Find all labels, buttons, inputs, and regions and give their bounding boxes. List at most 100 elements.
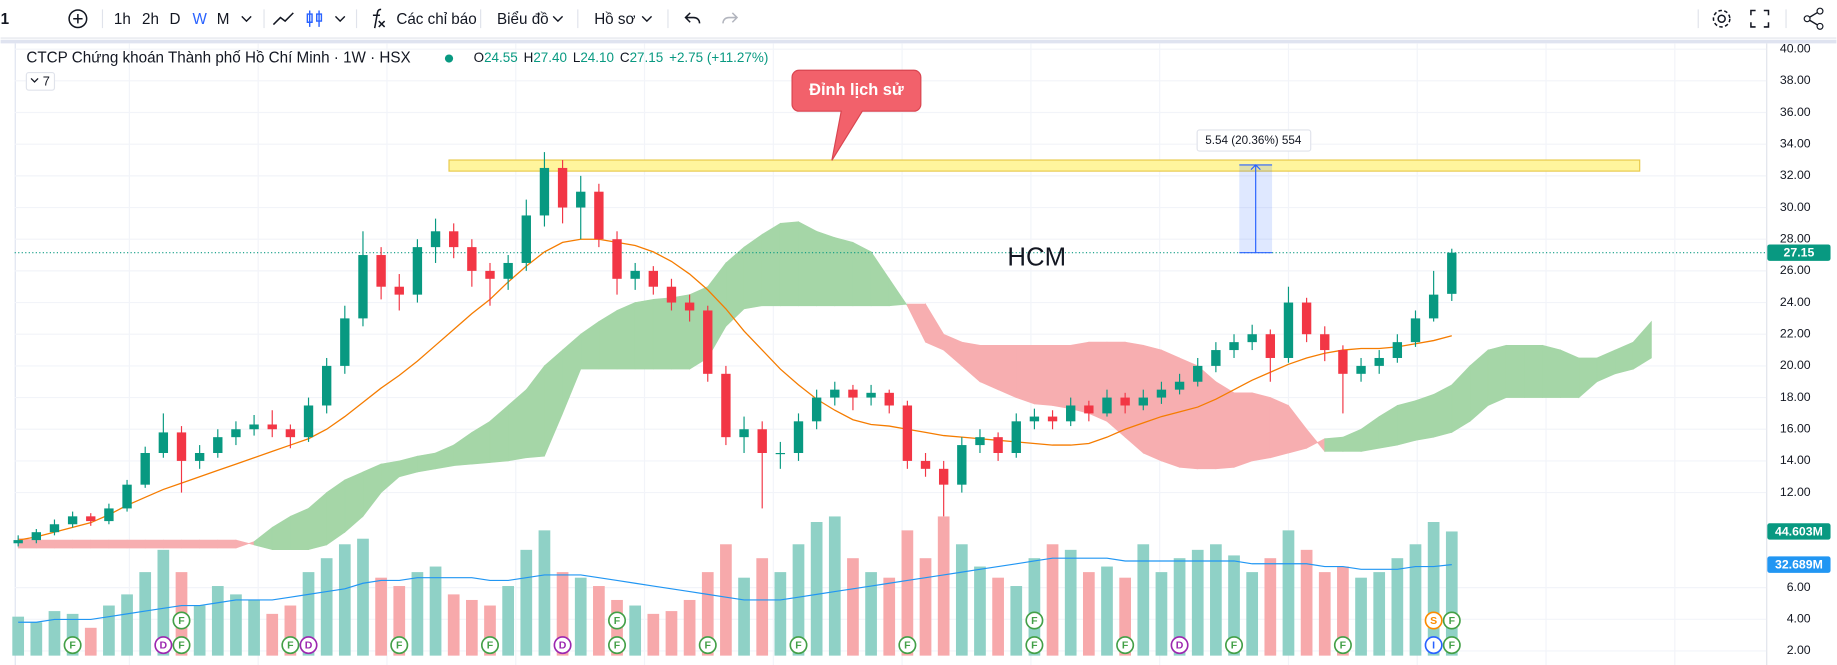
- candle-body: [1283, 302, 1294, 358]
- candle-body: [1102, 397, 1112, 414]
- cloud-segment: [562, 333, 582, 414]
- event-marker[interactable]: [553, 636, 572, 655]
- candle-body: [249, 424, 259, 430]
- event-marker[interactable]: [698, 636, 717, 655]
- volume-bar: [720, 544, 732, 656]
- ohlc-value: 27.15: [630, 50, 664, 65]
- volume-bar: [937, 516, 950, 656]
- event-label: D: [305, 639, 313, 651]
- volume-bar: [738, 577, 750, 656]
- cloud-segment: [816, 230, 836, 307]
- volume-bar: [30, 622, 43, 656]
- event-marker[interactable]: [63, 636, 82, 655]
- volume-bar: [1246, 572, 1259, 656]
- cloud-segment: [326, 479, 346, 546]
- event-marker[interactable]: [1333, 636, 1352, 655]
- event-label: F: [1231, 639, 1238, 651]
- cloud-segment: [1632, 320, 1652, 370]
- candle-body: [285, 429, 296, 438]
- event-label: D: [559, 639, 567, 651]
- interval-button[interactable]: M: [217, 11, 230, 28]
- event-marker[interactable]: [1424, 636, 1443, 655]
- event-marker[interactable]: [608, 611, 627, 630]
- candle-body: [1447, 252, 1457, 294]
- volume-bar: [302, 572, 315, 656]
- y-tick-label: 34.00: [1780, 136, 1811, 150]
- event-marker[interactable]: [281, 636, 300, 655]
- event-marker[interactable]: [172, 636, 191, 655]
- chevron[interactable]: [552, 15, 564, 23]
- volume-bar: [883, 577, 896, 656]
- event-marker[interactable]: [1424, 611, 1443, 630]
- chevron[interactable]: [334, 15, 346, 23]
- volume-bar: [1264, 558, 1277, 656]
- interval-button[interactable]: 2h: [142, 11, 159, 28]
- cloud-segment: [1596, 349, 1616, 383]
- redo-icon[interactable]: [722, 12, 739, 24]
- candle-body: [757, 429, 767, 453]
- event-marker[interactable]: [1116, 636, 1135, 655]
- event-label: F: [178, 615, 185, 627]
- event-label: F: [69, 639, 76, 651]
- cloud-segment: [1505, 344, 1525, 398]
- profile-button[interactable]: Hồ sơ: [594, 11, 635, 28]
- volume-bar: [1119, 577, 1131, 656]
- cloud-segment: [344, 471, 364, 533]
- event-marker[interactable]: [1025, 636, 1044, 655]
- candle-body: [957, 445, 967, 485]
- event-marker[interactable]: [1170, 636, 1189, 655]
- event-label: F: [614, 615, 621, 627]
- volume-bar: [974, 566, 986, 656]
- cloud-segment: [1542, 344, 1562, 398]
- interval-button[interactable]: 1h: [114, 11, 131, 28]
- cloud-segment: [1269, 397, 1289, 459]
- collapse-button[interactable]: [25, 72, 56, 91]
- cloud-segment: [997, 344, 1017, 399]
- y-tick-label: 36.00: [1780, 105, 1811, 119]
- layouts-button[interactable]: Biểu đồ: [497, 11, 549, 28]
- candle-body: [1428, 294, 1439, 319]
- volume-bar: [756, 558, 769, 656]
- event-marker[interactable]: [1225, 636, 1244, 655]
- interval-button[interactable]: W: [192, 11, 207, 28]
- candle-body: [231, 429, 241, 438]
- candle-body: [1156, 389, 1167, 398]
- share-dot: [1816, 7, 1824, 15]
- event-marker[interactable]: [1442, 611, 1461, 630]
- interval-button[interactable]: D: [170, 11, 181, 28]
- volume-bar: [66, 613, 79, 656]
- event-marker[interactable]: [172, 611, 191, 630]
- candle-body: [321, 365, 332, 406]
- event-marker[interactable]: [1025, 611, 1044, 630]
- indicators-button[interactable]: Các chỉ báo: [396, 11, 476, 28]
- settings-icon[interactable]: [1717, 14, 1726, 24]
- cloud-segment: [925, 302, 945, 351]
- undo-icon[interactable]: [684, 12, 701, 24]
- event-marker[interactable]: [898, 636, 917, 655]
- volume-bar: [1155, 572, 1168, 656]
- chevron[interactable]: [241, 15, 252, 23]
- event-label: F: [1449, 639, 1456, 651]
- event-marker[interactable]: [1442, 636, 1461, 655]
- event-marker[interactable]: [299, 636, 318, 655]
- event-label: D: [160, 639, 168, 651]
- candle-body: [703, 310, 713, 374]
- event-marker[interactable]: [390, 636, 409, 655]
- measure-label-box: [1196, 129, 1312, 152]
- chevron[interactable]: [641, 15, 653, 23]
- cloud-segment: [870, 250, 890, 307]
- candle-chart-icon[interactable]: [306, 10, 323, 27]
- event-marker[interactable]: [480, 636, 500, 655]
- candle-body: [793, 421, 804, 453]
- event-marker[interactable]: [789, 636, 808, 655]
- cloud-segment: [453, 431, 473, 467]
- indicators-icon[interactable]: [372, 8, 386, 29]
- volume-tag-bg: [1767, 523, 1831, 540]
- event-marker[interactable]: [608, 636, 627, 655]
- add-symbol-icon[interactable]: [68, 9, 88, 29]
- line-chart-icon[interactable]: [272, 12, 294, 26]
- event-marker[interactable]: [154, 636, 173, 655]
- volume-bar: [992, 577, 1004, 656]
- fullscreen-icon[interactable]: [1750, 9, 1770, 28]
